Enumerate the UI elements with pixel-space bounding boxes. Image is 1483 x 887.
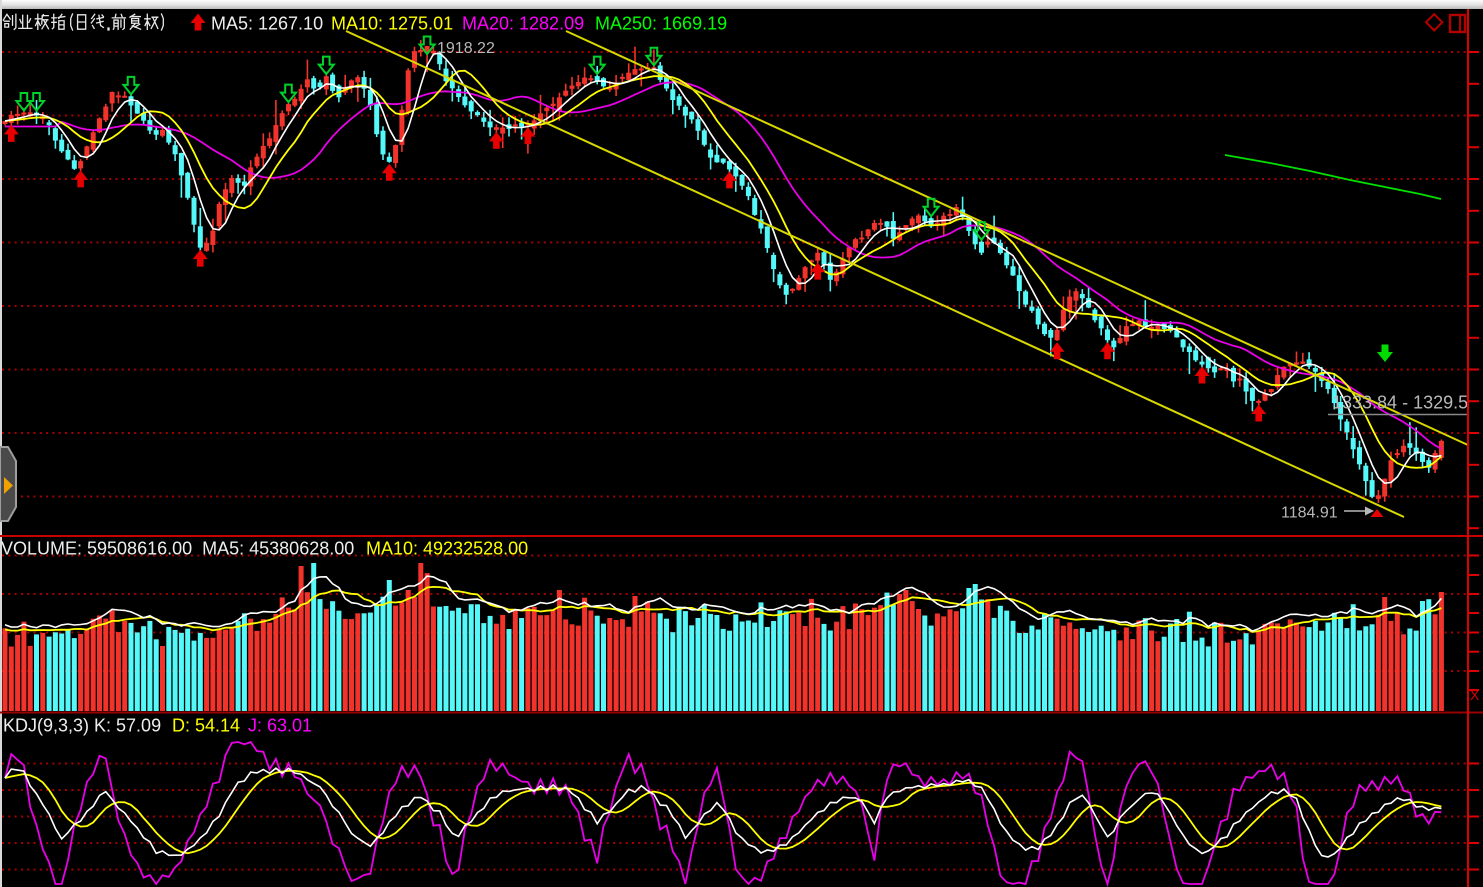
svg-text:MA10: 1275.01: MA10: 1275.01 (331, 14, 453, 34)
svg-text:J: 63.01: J: 63.01 (248, 716, 312, 736)
svg-text:MA250: 1669.19: MA250: 1669.19 (595, 14, 727, 34)
svg-text:MA20: 1282.09: MA20: 1282.09 (462, 14, 584, 34)
svg-text:MA5: 1267.10: MA5: 1267.10 (211, 14, 323, 34)
svg-text:1184.91: 1184.91 (1281, 505, 1338, 522)
svg-text:KDJ(9,3,3) K: 57.09: KDJ(9,3,3) K: 57.09 (3, 716, 161, 736)
svg-text:D: 54.14: D: 54.14 (172, 716, 240, 736)
svg-text:X: X (1470, 687, 1480, 703)
svg-text:1918.22: 1918.22 (437, 40, 495, 57)
svg-text:MA10: 49232528.00: MA10: 49232528.00 (366, 539, 528, 559)
svg-text:VOLUME: 59508616.00 MA5: 4538: VOLUME: 59508616.00 MA5: 45380628.00 (1, 539, 354, 559)
svg-text:1333.84 - 1329.56: 1333.84 - 1329.56 (1332, 393, 1478, 413)
